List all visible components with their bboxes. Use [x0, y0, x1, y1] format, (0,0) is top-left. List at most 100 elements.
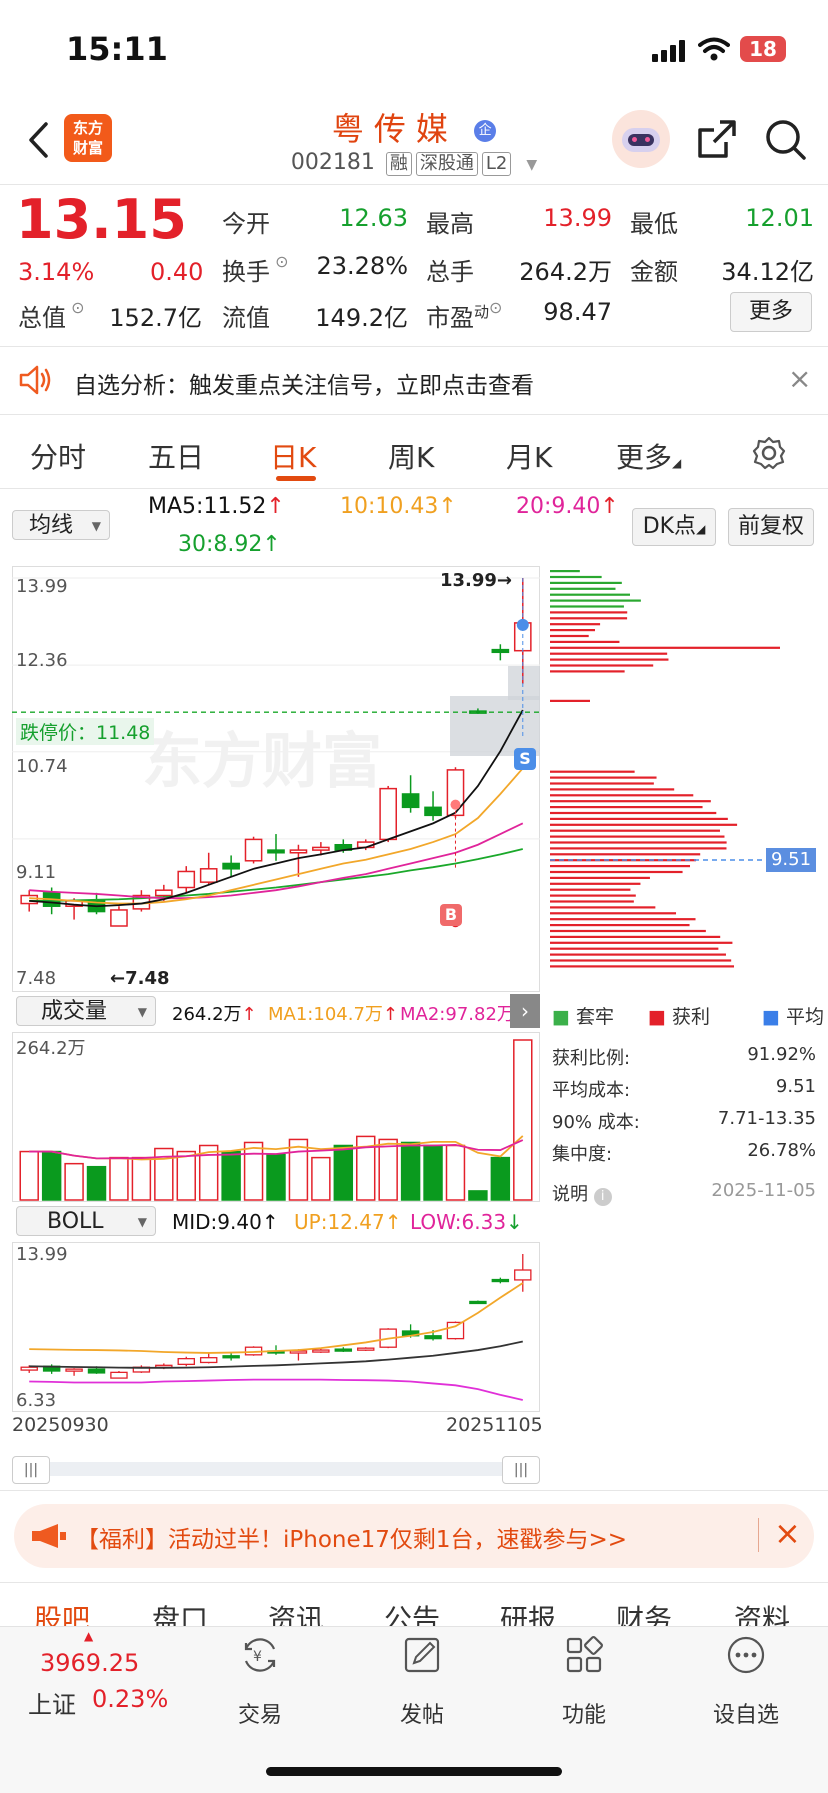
stock-code-row[interactable]: 002181 融深股通 L2 ▼: [0, 150, 828, 176]
volume-bar: [41, 1150, 62, 1201]
indicator-select-boll[interactable]: BOLL ▼: [16, 1206, 156, 1236]
chip-bar: [550, 800, 711, 803]
tab-profile[interactable]: 资料: [734, 1603, 791, 1628]
range-slider-track[interactable]: [12, 1462, 540, 1476]
low-marker: ←7.48: [110, 968, 170, 989]
index-change[interactable]: 0.23%: [92, 1685, 169, 1713]
index-name[interactable]: 上证: [28, 1691, 76, 1719]
indicator-select-volume[interactable]: 成交量 ▼: [16, 996, 156, 1026]
stock-name: 粤传媒 企: [0, 104, 828, 150]
range-handle-left[interactable]: |||: [12, 1456, 50, 1484]
functions-grid-icon[interactable]: [564, 1635, 604, 1675]
promo-banner[interactable]: 【福利】活动过半！iPhone17仅剩1台，速戳参与>> ×: [14, 1504, 814, 1568]
last-price: 13.15: [16, 188, 187, 251]
chip-distribution-chart[interactable]: [550, 566, 816, 992]
chip-bar: [550, 658, 669, 661]
functions-label[interactable]: 功能: [561, 1703, 606, 1728]
trade-label[interactable]: 交易: [237, 1703, 282, 1728]
value-low: 12.01: [745, 204, 814, 232]
boll-candle: [491, 1278, 510, 1283]
volume-chart[interactable]: [12, 1032, 540, 1202]
index-value[interactable]: 3969.25: [40, 1649, 140, 1677]
tab-announcements[interactable]: 公告: [384, 1603, 441, 1628]
chip-legend-profit: ■ 获利: [648, 1006, 711, 1028]
candle: [469, 710, 487, 714]
chevron-right-icon[interactable]: ›: [510, 994, 540, 1028]
value-open: 12.63: [339, 204, 408, 232]
tag-level2: L2: [481, 152, 512, 176]
boll-low-line: [29, 1378, 523, 1401]
boll-chart[interactable]: [12, 1242, 540, 1412]
tab-finance[interactable]: 财务: [616, 1603, 673, 1628]
more-dots-icon[interactable]: [726, 1635, 766, 1675]
tab-monthly-k[interactable]: 月K: [506, 441, 553, 474]
back-arrow-icon[interactable]: [26, 120, 50, 160]
ma30-line: [29, 848, 523, 902]
assistant-robot-icon[interactable]: [612, 110, 670, 168]
tab-daily-k[interactable]: 日K: [270, 441, 317, 474]
volume-bar: [468, 1190, 488, 1201]
active-tab-indicator: [276, 476, 316, 481]
chip-bar: [550, 959, 732, 962]
add-watchlist-label[interactable]: 设自选: [712, 1703, 779, 1728]
enterprise-badge: 企: [474, 120, 497, 142]
candle: [289, 849, 308, 854]
tab-five-day[interactable]: 五日: [148, 441, 205, 474]
tab-intraday[interactable]: 分时: [30, 441, 87, 474]
adjust-forward-button[interactable]: 前复权: [728, 508, 814, 546]
indicator-select-ma[interactable]: 均线 ▼: [12, 510, 110, 540]
tab-weekly-k[interactable]: 周K: [388, 441, 435, 474]
volume-bar: [333, 1144, 354, 1201]
chip-bar: [550, 782, 654, 785]
search-icon[interactable]: [764, 118, 808, 162]
trade-icon[interactable]: ¥: [240, 1635, 280, 1675]
chip-bar: [550, 941, 733, 944]
volume-bar: [490, 1156, 511, 1201]
chip-bar: [550, 599, 641, 602]
more-quote-button[interactable]: 更多: [730, 292, 812, 332]
boll-candle: [334, 1348, 353, 1352]
post-edit-icon[interactable]: [402, 1635, 442, 1675]
tab-news[interactable]: 资讯: [268, 1603, 325, 1628]
chip-bar: [550, 575, 602, 579]
volume-bar: [19, 1150, 39, 1201]
volume-bar: [266, 1153, 286, 1201]
limit-down-label: 跌停价：11.48: [16, 718, 155, 745]
info-dots-icon: ⊙: [489, 298, 503, 317]
close-icon[interactable]: ×: [774, 1514, 801, 1552]
volume-bar: [176, 1150, 196, 1201]
share-icon[interactable]: [696, 118, 738, 160]
kline-chart[interactable]: 东方财富: [12, 566, 540, 992]
buy-signal-marker[interactable]: B: [440, 904, 462, 926]
y-label-4: 9.11: [16, 862, 57, 883]
tag-shenzhen-connect: 深股通: [415, 152, 478, 176]
label-turnover: 换手 ⊙: [222, 252, 289, 286]
boll-mid-line: [29, 1340, 523, 1369]
chip-bar: [550, 788, 675, 791]
tab-pankou[interactable]: 盘口: [152, 1603, 209, 1628]
post-label[interactable]: 发帖: [399, 1703, 444, 1728]
tab-research[interactable]: 研报: [500, 1603, 557, 1628]
label-low: 最低: [630, 210, 678, 238]
wifi-icon: [698, 37, 730, 61]
tab-guba[interactable]: 股吧: [34, 1603, 91, 1628]
range-handle-right[interactable]: |||: [502, 1456, 540, 1484]
change-percent: 3.14%: [18, 258, 95, 286]
boll-low: LOW:6.33↓: [410, 1210, 523, 1234]
close-icon[interactable]: ×: [788, 362, 812, 395]
status-time: 15:11: [66, 30, 168, 68]
ma5-value: MA5:11.52↑: [148, 494, 285, 519]
label-high: 最高: [426, 210, 474, 238]
chip-note-row[interactable]: 说明 i 2025-11-05: [552, 1180, 816, 1206]
gear-icon[interactable]: [752, 436, 786, 470]
boll-candle: [289, 1350, 308, 1354]
analysis-notice[interactable]: 自选分析：触发重点关注信号，立即点击查看 ×: [0, 352, 828, 408]
status-bar: 15:11 18: [0, 0, 828, 96]
dk-point-button[interactable]: DK点◢: [632, 508, 716, 546]
boll-up: UP:12.47↑: [294, 1210, 402, 1234]
eastmoney-logo: 东方 财富: [64, 114, 112, 162]
tab-more[interactable]: 更多◢: [616, 441, 682, 474]
sell-signal-marker[interactable]: S: [514, 748, 536, 770]
volume-bar: [243, 1141, 264, 1201]
boll-y-bottom: 6.33: [16, 1390, 57, 1411]
